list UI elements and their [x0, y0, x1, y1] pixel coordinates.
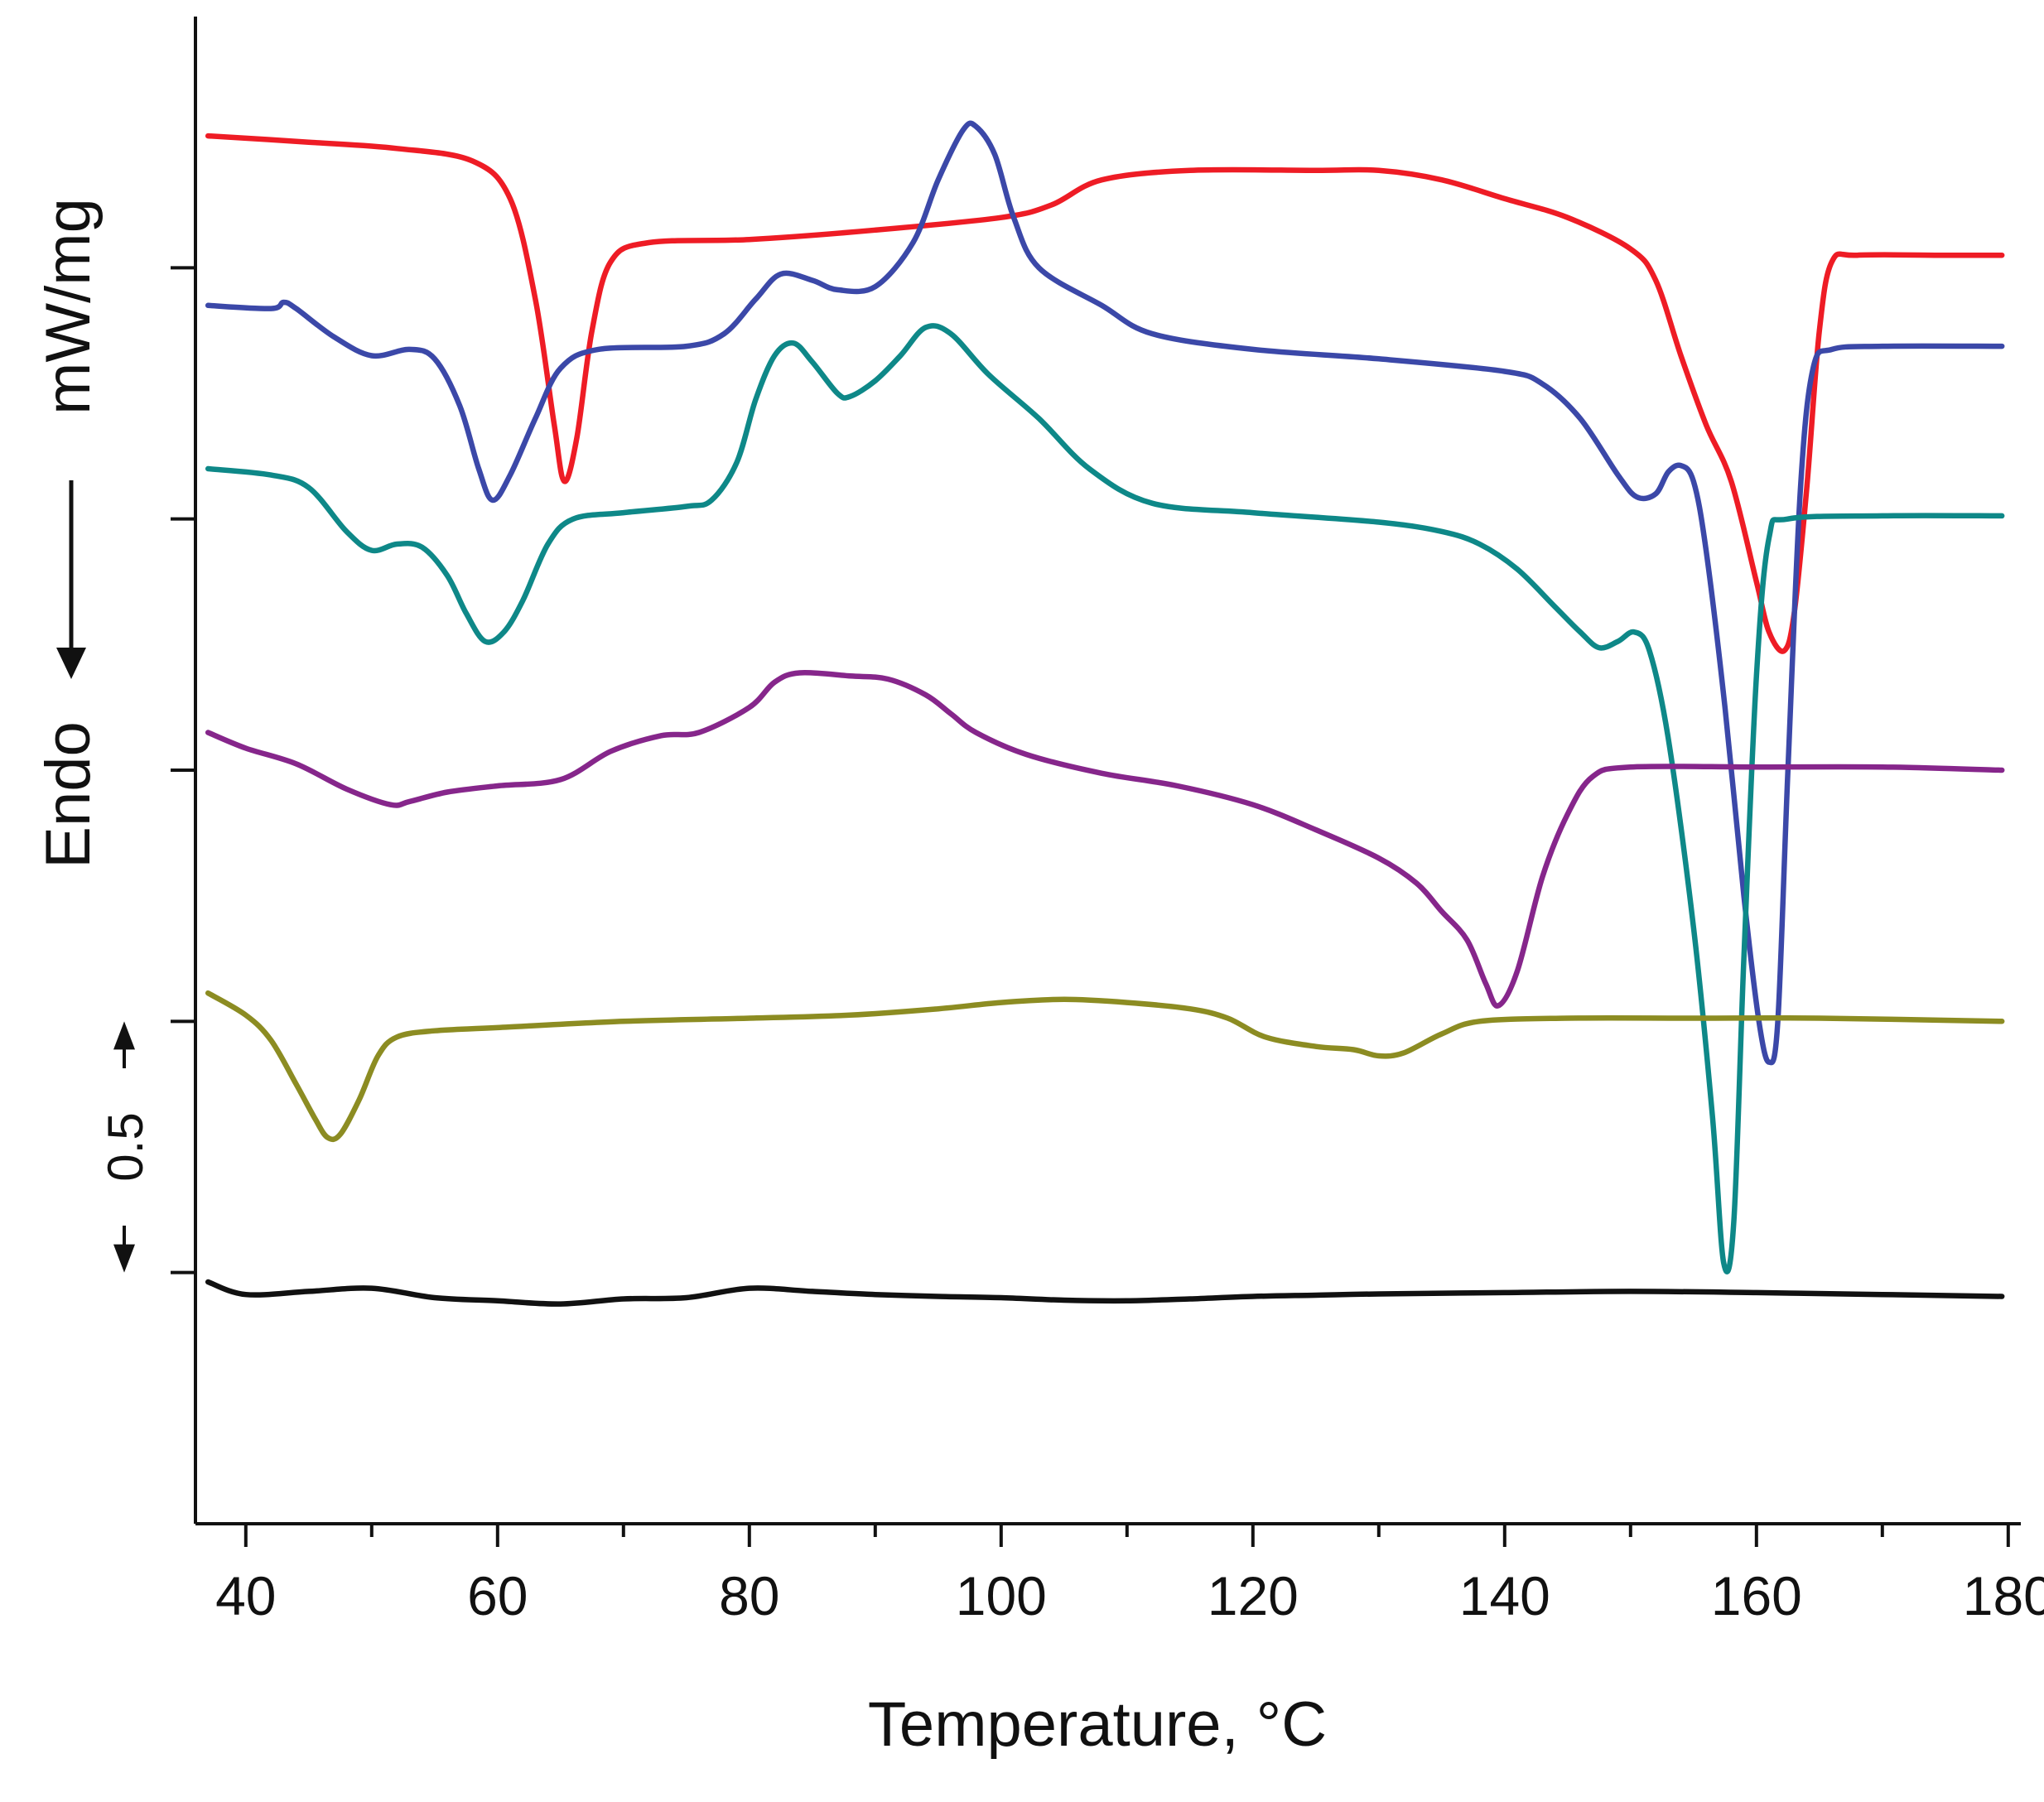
- x-ticks: 40 60 80 100 120 140 160 180: [215, 1524, 2044, 1626]
- y-ticks: [171, 266, 195, 1274]
- series-3-line: [205, 323, 2005, 1274]
- x-tick-label: 160: [1711, 1565, 1802, 1626]
- series-6-line: [205, 1279, 2005, 1307]
- x-tick-label: 40: [215, 1565, 276, 1626]
- scale-arrow-down-icon: [113, 1244, 135, 1273]
- scale-arrow-up-icon: [113, 1021, 135, 1050]
- scale-bar: 0.5: [98, 1021, 153, 1273]
- x-tick-label: 60: [467, 1565, 528, 1626]
- y-axis-title: Endo mW/mg: [33, 198, 104, 869]
- x-tick-label: 140: [1459, 1565, 1550, 1626]
- series-2-line: [205, 120, 2005, 1066]
- x-tick-label: 120: [1208, 1565, 1299, 1626]
- x-tick-label: 80: [719, 1565, 779, 1626]
- y-axis-title-text: Endo: [33, 721, 104, 869]
- x-axis-title: Temperature, °C: [868, 1689, 1327, 1760]
- x-tick-label: 180: [1963, 1565, 2044, 1626]
- y-axis-units: mW/mg: [33, 198, 104, 415]
- series-layer: [205, 120, 2005, 1307]
- x-tick-label: 100: [956, 1565, 1047, 1626]
- endo-arrow-icon: [56, 648, 86, 679]
- series-5-line: [205, 990, 2005, 1143]
- scale-bar-label: 0.5: [98, 1112, 153, 1181]
- series-4-line: [205, 669, 2005, 1009]
